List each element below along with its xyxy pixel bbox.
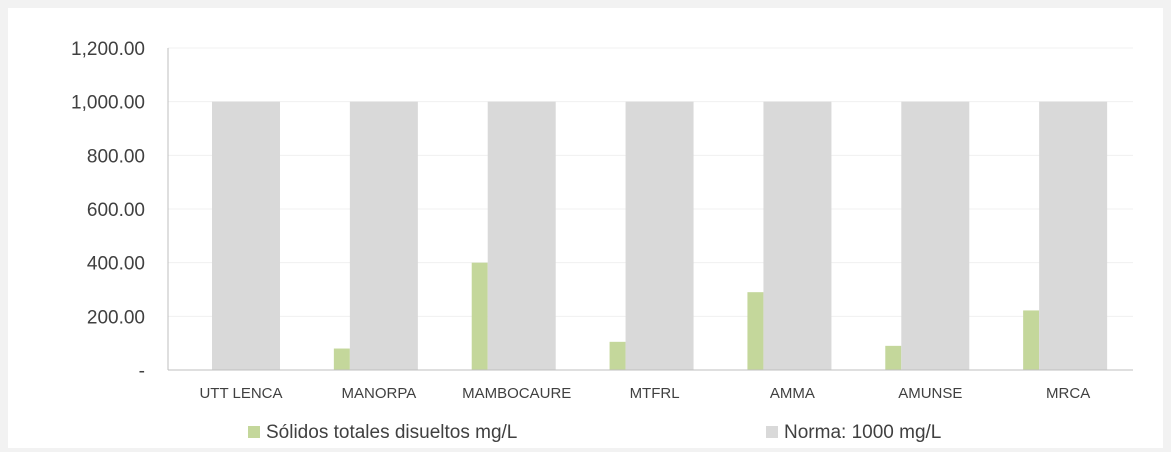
- y-tick-label: 1,200.00: [71, 39, 145, 60]
- x-category-label: MAMBOCAURE: [462, 385, 571, 402]
- y-tick-label: 800.00: [87, 146, 145, 167]
- x-axis-categories: UTT LENCA MANORPA MAMBOCAURE MTFRL AMMA AMUNS…: [199, 385, 1090, 402]
- bars: [212, 101, 1108, 371]
- legend-label-norma: Norma: 1000 mg/L: [784, 422, 941, 443]
- y-tick-label: -: [139, 361, 145, 382]
- y-tick-label: 400.00: [87, 254, 145, 275]
- bar-chart: - 200.00 400.00 600.00 800.00 1,000.00 1,200.0…: [71, 39, 1133, 443]
- x-category-label: MANORPA: [341, 385, 416, 402]
- bar-solidos-mrca: [1023, 310, 1040, 370]
- bar-solidos-mtfrl: [609, 341, 626, 370]
- bar-norma-amma: [763, 101, 832, 371]
- legend: Sólidos totales disueltos mg/L Norma: 100…: [248, 422, 941, 443]
- bar-solidos-amma: [747, 292, 764, 370]
- bar-norma-manorpa: [349, 101, 418, 371]
- y-tick-label: 200.00: [87, 307, 145, 328]
- bar-norma-amunse: [901, 101, 970, 371]
- bar-norma-mtfrl: [625, 101, 694, 371]
- y-tick-label: 1,000.00: [71, 93, 145, 114]
- x-category-label: MTFRL: [630, 385, 680, 402]
- x-category-label: AMUNSE: [898, 385, 962, 402]
- legend-label-solidos: Sólidos totales disueltos mg/L: [266, 422, 517, 443]
- bar-norma-utt-lenca: [212, 101, 280, 371]
- bar-norma-mambocaure: [487, 101, 556, 371]
- chart-area: - 200.00 400.00 600.00 800.00 1,000.00 1,200.0…: [8, 8, 1163, 448]
- y-tick-label: 600.00: [87, 200, 145, 221]
- bar-solidos-amunse: [885, 345, 902, 370]
- legend-swatch-norma: [766, 426, 778, 438]
- x-category-label: MRCA: [1046, 385, 1090, 402]
- legend-swatch-solidos: [248, 426, 260, 438]
- bar-solidos-manorpa: [333, 348, 350, 370]
- bar-solidos-mambocaure: [471, 262, 488, 370]
- x-category-label: AMMA: [770, 385, 815, 402]
- axes: [167, 48, 1133, 371]
- x-category-label: UTT LENCA: [199, 385, 282, 402]
- bar-norma-mrca: [1039, 101, 1108, 371]
- y-axis-ticks: - 200.00 400.00 600.00 800.00 1,000.00 1,200.0…: [71, 39, 145, 382]
